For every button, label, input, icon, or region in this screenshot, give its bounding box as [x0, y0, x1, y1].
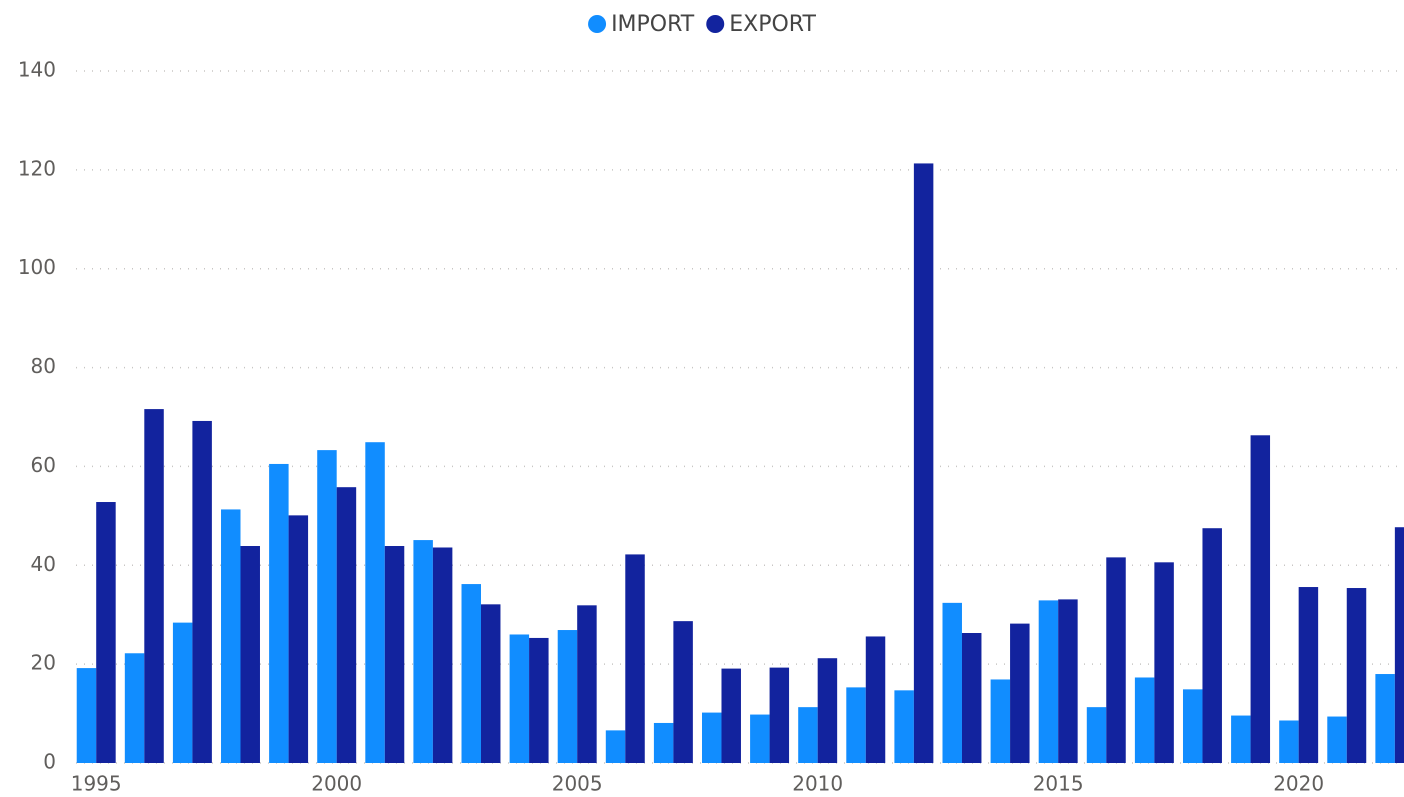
- bar: [1058, 599, 1078, 763]
- bar: [336, 487, 357, 763]
- bar: [1375, 674, 1395, 763]
- bar: [1202, 528, 1222, 763]
- bar: [413, 540, 433, 763]
- bar: [942, 602, 962, 763]
- x-tick-label: 2010: [792, 772, 843, 796]
- y-tick-label: 140: [18, 58, 56, 82]
- bar: [1010, 623, 1030, 763]
- bar: [817, 658, 838, 763]
- legend-item: EXPORT: [706, 12, 816, 37]
- bar: [365, 442, 385, 763]
- y-tick-label: 100: [18, 255, 56, 279]
- legend: IMPORT EXPORT: [588, 12, 816, 37]
- legend-item: IMPORT: [588, 12, 695, 37]
- bar: [557, 630, 578, 763]
- bar: [192, 420, 212, 763]
- bar: [798, 707, 818, 763]
- bar: [76, 668, 97, 763]
- bar: [865, 636, 886, 763]
- bar: [480, 604, 501, 763]
- bar: [96, 502, 116, 763]
- bar: [221, 509, 241, 763]
- y-tick-label: 60: [31, 453, 56, 477]
- bar: [1250, 435, 1271, 763]
- bar: [1154, 562, 1174, 763]
- bar: [653, 722, 674, 763]
- bar: [961, 633, 982, 763]
- bar: [529, 637, 549, 763]
- y-tick-label: 40: [31, 552, 56, 576]
- bar: [124, 653, 145, 763]
- bar: [846, 687, 866, 763]
- y-tick-label: 80: [31, 354, 56, 378]
- bar: [721, 668, 741, 763]
- bar: [894, 690, 914, 763]
- x-tick-label: 1995: [71, 772, 122, 796]
- bar: [605, 730, 626, 763]
- bar: [240, 546, 260, 763]
- x-tick-label: 2000: [311, 772, 362, 796]
- y-tick-label: 120: [18, 156, 56, 180]
- bar: [1394, 527, 1404, 763]
- bar: [288, 515, 309, 763]
- bar: [913, 163, 934, 764]
- bar: [461, 584, 481, 763]
- legend-marker: [588, 15, 607, 33]
- bar: [1182, 689, 1203, 763]
- legend-label: EXPORT: [729, 12, 816, 37]
- bar: [769, 667, 790, 763]
- bar: [1279, 720, 1299, 763]
- y-tick-label: 0: [43, 750, 56, 774]
- bar: [509, 634, 530, 763]
- bar: [1346, 588, 1367, 763]
- legend-label: IMPORT: [611, 12, 695, 37]
- bar: [1327, 716, 1347, 763]
- bar: [702, 712, 722, 763]
- bar: [1038, 600, 1059, 763]
- x-tick-label: 2005: [552, 772, 603, 796]
- bar: [269, 463, 289, 763]
- bar: [625, 554, 645, 763]
- bar: [577, 605, 597, 763]
- bar: [317, 450, 337, 763]
- x-tick-label: 2015: [1033, 772, 1084, 796]
- bar: [1086, 707, 1107, 763]
- bar: [144, 409, 164, 763]
- bar: [1298, 587, 1319, 763]
- bar: [384, 546, 405, 763]
- x-tick-label: 2020: [1273, 772, 1324, 796]
- legend-marker: [706, 15, 725, 33]
- bar: [432, 547, 453, 763]
- bar: [172, 622, 193, 763]
- bar: [750, 714, 770, 763]
- y-tick-label: 20: [31, 651, 56, 675]
- bar: [1134, 677, 1155, 763]
- bar: [990, 679, 1011, 763]
- bar: [673, 621, 693, 763]
- bar: [1106, 557, 1126, 763]
- bar: [1231, 715, 1251, 763]
